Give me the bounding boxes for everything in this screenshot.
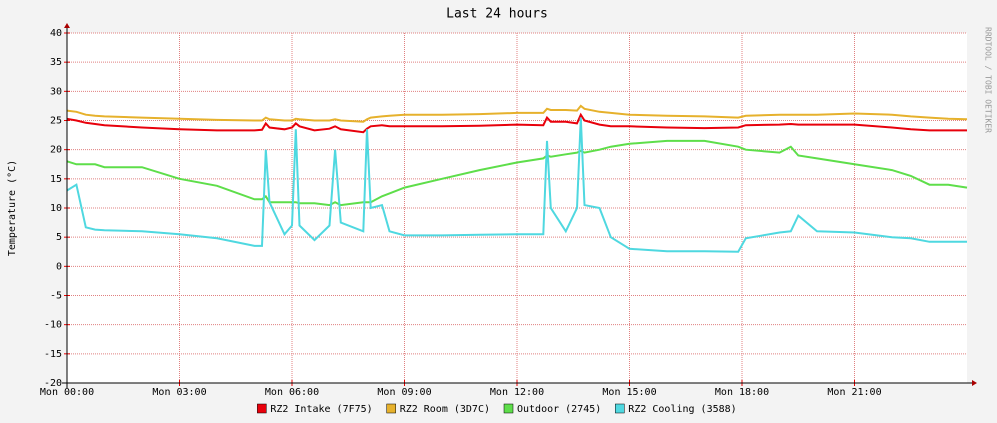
series-line bbox=[66, 139, 968, 207]
y-tick-label: 40 bbox=[50, 28, 62, 39]
x-tick-label: Mon 00:00 bbox=[40, 387, 94, 398]
legend-label: RZ2 Intake (7F75) bbox=[270, 404, 372, 415]
x-tick-label: Mon 12:00 bbox=[490, 387, 544, 398]
y-arrow bbox=[64, 23, 70, 28]
legend-item: Outdoor (2745) bbox=[503, 403, 601, 415]
legend-swatch bbox=[386, 403, 396, 414]
legend-label: RZ2 Room (3D7C) bbox=[400, 404, 490, 415]
legend-item: RZ2 Cooling (3588) bbox=[615, 403, 737, 415]
x-tick-label: Mon 06:00 bbox=[265, 387, 319, 398]
legend-label: Outdoor (2745) bbox=[517, 404, 601, 415]
series-line bbox=[66, 117, 967, 253]
y-tick-label: 0 bbox=[56, 261, 62, 272]
y-tick-label: -20 bbox=[44, 378, 62, 389]
y-tick-label: 35 bbox=[50, 57, 62, 68]
legend-swatch bbox=[257, 403, 267, 414]
legend-item: RZ2 Intake (7F75) bbox=[257, 403, 373, 415]
series-line bbox=[66, 112, 967, 134]
x-arrow bbox=[972, 380, 977, 386]
y-tick-label: 30 bbox=[50, 86, 62, 97]
x-tick-label: Mon 15:00 bbox=[602, 387, 656, 398]
y-tick-label: -10 bbox=[44, 320, 62, 331]
legend-swatch bbox=[615, 403, 625, 414]
y-tick-label: 10 bbox=[50, 203, 62, 214]
chart-title: Last 24 hours bbox=[446, 7, 548, 22]
legend-item: RZ2 Room (3D7C) bbox=[386, 403, 490, 415]
y-axis-label: Temperature (°C) bbox=[7, 160, 18, 256]
legend-label: RZ2 Cooling (3588) bbox=[628, 404, 736, 415]
legend-swatch bbox=[503, 403, 514, 414]
y-tick-label: -15 bbox=[44, 349, 62, 360]
y-tick-label: 25 bbox=[50, 116, 62, 127]
y-tick-label: -5 bbox=[50, 291, 62, 302]
watermark: RRDTOOL / TOBI OETIKER bbox=[984, 27, 993, 133]
y-tick-label: 20 bbox=[50, 145, 62, 156]
x-tick-label: Mon 09:00 bbox=[377, 387, 431, 398]
y-tick-label: 15 bbox=[50, 174, 62, 185]
series-line bbox=[66, 104, 968, 123]
x-tick-label: Mon 03:00 bbox=[152, 387, 206, 398]
x-tick-label: Mon 21:00 bbox=[827, 387, 881, 398]
x-tick-label: Mon 18:00 bbox=[715, 387, 769, 398]
y-tick-label: 5 bbox=[56, 232, 62, 243]
